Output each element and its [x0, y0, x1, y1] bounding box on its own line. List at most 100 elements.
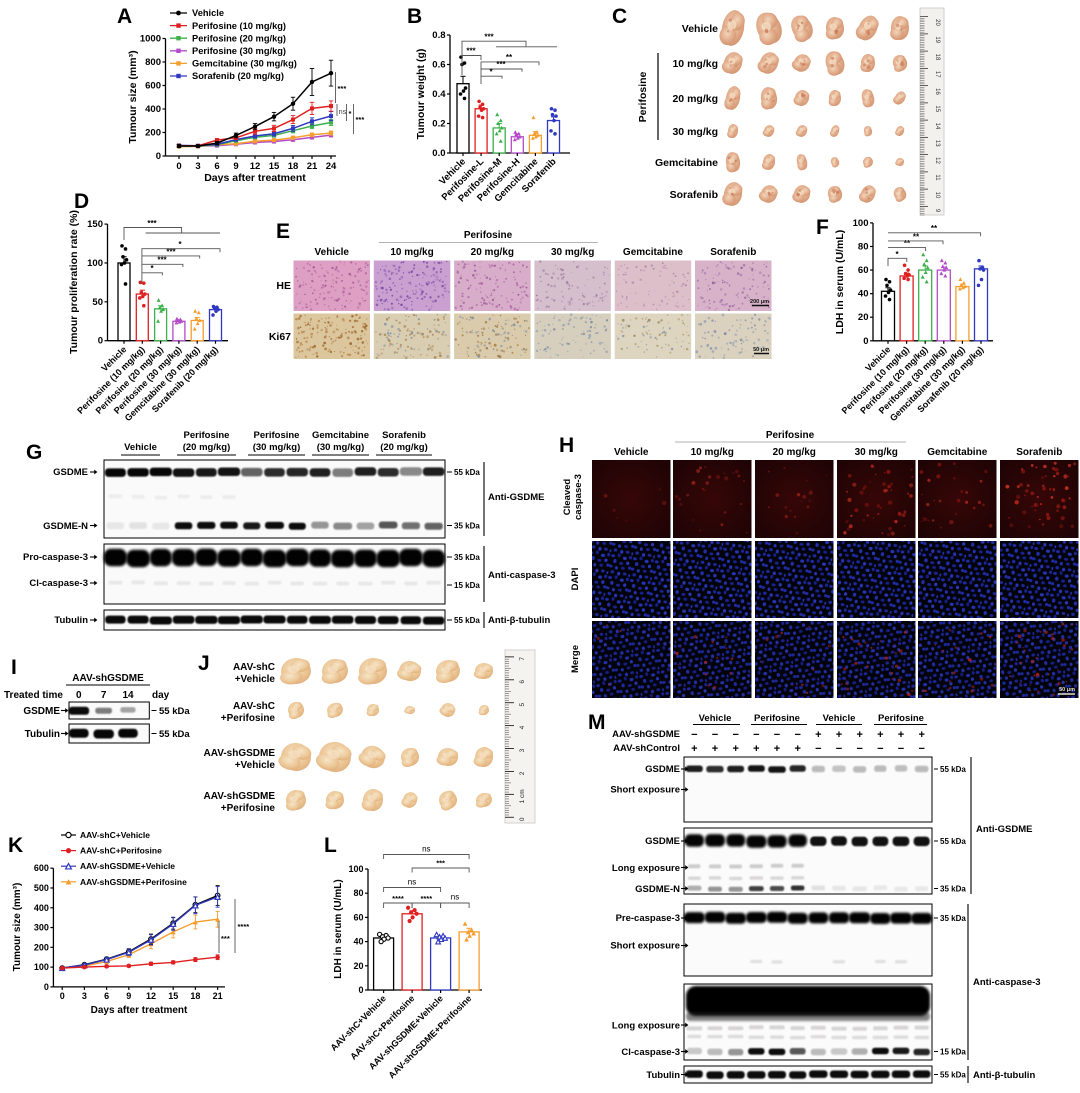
svg-text:80: 80 — [353, 888, 363, 898]
svg-text:AAV-shC+Perifosine: AAV-shC+Perifosine — [80, 846, 162, 856]
svg-text:+: + — [794, 743, 800, 755]
svg-text:**: ** — [931, 224, 938, 233]
svg-text:500: 500 — [34, 883, 49, 893]
svg-text:Vehicle: Vehicle — [699, 713, 732, 724]
svg-text:****: **** — [420, 894, 432, 903]
svg-text:E: E — [276, 220, 290, 243]
svg-text:***: *** — [356, 115, 365, 124]
svg-text:21: 21 — [307, 161, 318, 172]
svg-text:AAV-shC: AAV-shC — [233, 701, 275, 712]
svg-text:****: **** — [238, 922, 250, 931]
svg-text:G: G — [26, 441, 42, 464]
svg-text:Tumour size (mm³): Tumour size (mm³) — [127, 50, 139, 143]
svg-text:ns: ns — [339, 107, 347, 116]
svg-text:Vehicle: Vehicle — [614, 447, 649, 458]
svg-text:I: I — [11, 656, 17, 679]
svg-text:Tubulin: Tubulin — [54, 615, 88, 626]
svg-text:0: 0 — [519, 817, 526, 821]
svg-text:Cleaved: Cleaved — [562, 479, 573, 516]
svg-text:80: 80 — [858, 241, 869, 252]
svg-text:18: 18 — [934, 54, 940, 61]
svg-text:20: 20 — [858, 312, 869, 323]
svg-text:B: B — [407, 5, 422, 28]
svg-text:A: A — [117, 5, 132, 28]
svg-text:LDH in serum (U/mL): LDH in serum (U/mL) — [333, 879, 344, 978]
svg-text:Anti-caspase-3: Anti-caspase-3 — [973, 977, 1041, 988]
svg-text:100: 100 — [34, 962, 49, 972]
svg-text:Short exposure: Short exposure — [610, 785, 680, 796]
svg-text:AAV-shGSDME: AAV-shGSDME — [204, 791, 276, 802]
svg-text:3: 3 — [195, 161, 200, 172]
svg-text:Gemcitabine (30 mg/kg): Gemcitabine (30 mg/kg) — [192, 59, 297, 69]
svg-text:200 μm: 200 μm — [750, 299, 769, 305]
svg-text:day: day — [152, 690, 170, 701]
svg-text:+: + — [918, 729, 924, 741]
svg-text:14: 14 — [934, 123, 940, 130]
svg-text:Perifosine (20 mg/kg): Perifosine (20 mg/kg) — [192, 33, 286, 43]
svg-text:GSDME: GSDME — [53, 467, 88, 478]
svg-text:***: *** — [221, 934, 230, 943]
svg-text:+Perifosine: +Perifosine — [221, 713, 276, 724]
svg-text:55 kDa: 55 kDa — [454, 468, 480, 477]
svg-text:Anti-β-tubulin: Anti-β-tubulin — [488, 615, 550, 626]
svg-text:15: 15 — [934, 105, 940, 112]
svg-text:ns: ns — [422, 845, 430, 854]
svg-text:Treated time: Treated time — [4, 690, 63, 701]
svg-text:20 mg/kg: 20 mg/kg — [773, 447, 816, 458]
svg-text:***: *** — [484, 33, 494, 42]
svg-text:−: − — [815, 743, 821, 755]
svg-text:Cl-caspase-3: Cl-caspase-3 — [621, 1047, 680, 1058]
svg-text:Sorafenib (20 mg/kg): Sorafenib (20 mg/kg) — [192, 71, 284, 81]
svg-text:F: F — [816, 216, 829, 239]
svg-text:−: − — [918, 743, 924, 755]
svg-text:***: *** — [157, 256, 167, 265]
svg-text:Sorafenib: Sorafenib — [710, 247, 756, 258]
svg-text:Anti-caspase-3: Anti-caspase-3 — [488, 570, 556, 581]
svg-text:30 mg/kg: 30 mg/kg — [672, 126, 718, 138]
svg-text:Gemcitabine: Gemcitabine — [655, 157, 718, 169]
svg-text:600: 600 — [145, 81, 161, 92]
svg-text:0: 0 — [358, 985, 363, 995]
svg-text:Sorafenib: Sorafenib — [670, 189, 718, 201]
svg-text:Gemcitabine: Gemcitabine — [623, 247, 683, 258]
svg-text:+Vehicle: +Vehicle — [235, 674, 276, 685]
svg-text:20 mg/kg: 20 mg/kg — [471, 247, 514, 258]
svg-text:1000: 1000 — [140, 34, 161, 45]
svg-text:Days after treatment: Days after treatment — [91, 1005, 188, 1016]
svg-text:6: 6 — [214, 161, 219, 172]
svg-text:14: 14 — [122, 690, 134, 701]
svg-text:12: 12 — [146, 991, 156, 1001]
svg-text:0: 0 — [863, 336, 868, 347]
svg-text:600: 600 — [34, 863, 49, 873]
svg-text:+: + — [856, 729, 862, 741]
svg-text:21: 21 — [213, 991, 223, 1001]
svg-text:−: − — [732, 729, 738, 741]
svg-text:18: 18 — [190, 991, 200, 1001]
svg-text:AAV-shGSDME: AAV-shGSDME — [72, 673, 144, 684]
svg-text:40: 40 — [858, 289, 869, 300]
svg-text:ns: ns — [408, 878, 416, 887]
svg-text:DAPI: DAPI — [570, 568, 581, 591]
svg-text:**: ** — [913, 232, 920, 241]
svg-text:400: 400 — [145, 104, 161, 115]
svg-text:**: ** — [904, 239, 911, 248]
svg-text:15: 15 — [168, 991, 178, 1001]
svg-text:55 kDa: 55 kDa — [159, 729, 190, 740]
svg-text:Anti-GSDME: Anti-GSDME — [976, 824, 1032, 835]
svg-text:100: 100 — [348, 864, 363, 874]
svg-text:****: **** — [392, 894, 404, 903]
svg-text:***: *** — [466, 47, 476, 56]
svg-text:GSDME-N: GSDME-N — [635, 884, 680, 895]
svg-text:+Perifosine: +Perifosine — [221, 803, 276, 814]
svg-text:400: 400 — [34, 903, 49, 913]
svg-text:Sorafenib: Sorafenib — [382, 430, 426, 441]
svg-text:0: 0 — [76, 690, 82, 701]
svg-text:−: − — [877, 743, 883, 755]
svg-text:J: J — [198, 652, 210, 675]
svg-text:Perifosine: Perifosine — [254, 430, 300, 441]
svg-text:15 kDa: 15 kDa — [940, 1048, 966, 1057]
svg-text:−: − — [898, 743, 904, 755]
svg-text:HE: HE — [276, 280, 291, 292]
svg-text:30 mg/kg: 30 mg/kg — [855, 447, 898, 458]
svg-text:50 μm: 50 μm — [753, 347, 769, 353]
